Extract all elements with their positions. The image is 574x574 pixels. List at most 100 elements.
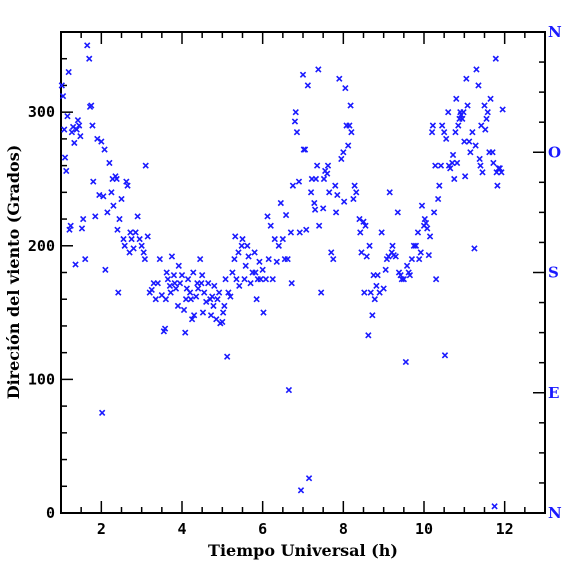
data-point: [162, 296, 170, 303]
x-tick-label: 6: [258, 520, 267, 538]
data-point: [447, 165, 454, 172]
data-point: [398, 276, 405, 283]
data-point: [275, 242, 282, 249]
data-point: [186, 289, 194, 296]
data-point: [348, 129, 355, 136]
data-point: [140, 249, 147, 256]
data-point: [403, 262, 411, 269]
data-point: [120, 235, 127, 243]
data-point: [366, 242, 373, 249]
data-point: [356, 215, 363, 223]
data-point: [342, 84, 349, 92]
data-point: [219, 318, 226, 326]
data-point: [455, 122, 462, 129]
data-point: [96, 191, 103, 199]
data-point: [277, 199, 284, 207]
data-point: [346, 122, 353, 129]
data-point: [417, 249, 424, 256]
data-point: [382, 266, 389, 273]
data-point: [461, 173, 469, 180]
data-point: [378, 229, 385, 236]
data-point: [154, 280, 161, 287]
data-point: [148, 286, 155, 294]
data-point: [172, 285, 180, 292]
data-point: [231, 255, 238, 263]
data-points: [58, 42, 506, 510]
y-tick-label: 300: [28, 103, 55, 121]
data-point: [209, 293, 216, 300]
data-point: [473, 66, 480, 73]
data-point: [353, 189, 360, 196]
data-point: [253, 296, 260, 303]
plot-frame: [60, 31, 546, 514]
data-point: [124, 182, 131, 189]
data-point: [101, 146, 108, 153]
data-point: [459, 115, 466, 123]
data-point: [227, 293, 234, 300]
data-point: [210, 302, 217, 310]
data-point: [178, 272, 186, 279]
data-point: [221, 302, 228, 310]
data-point: [106, 159, 113, 167]
data-point: [451, 175, 458, 183]
data-point: [190, 312, 198, 319]
data-point: [161, 325, 169, 332]
data-point: [121, 242, 128, 249]
data-point: [351, 182, 358, 189]
data-point: [251, 249, 258, 256]
data-point: [225, 289, 232, 296]
data-point: [432, 276, 440, 283]
data-point: [123, 178, 130, 185]
data-point: [426, 233, 434, 240]
data-point: [65, 68, 72, 76]
data-point: [461, 138, 468, 145]
data-point: [175, 262, 182, 269]
data-point: [410, 242, 418, 249]
data-point: [362, 222, 369, 229]
data-point: [90, 178, 97, 185]
data-point: [238, 242, 245, 249]
data-point: [128, 235, 135, 243]
data-point: [192, 293, 200, 300]
data-point: [307, 189, 315, 196]
data-point: [438, 122, 446, 129]
data-point: [358, 249, 365, 256]
data-point: [80, 215, 87, 223]
data-point: [68, 129, 76, 136]
data-point: [89, 122, 96, 129]
data-point: [214, 296, 221, 303]
data-point: [75, 122, 83, 129]
data-point: [188, 316, 196, 323]
data-point: [232, 233, 239, 240]
data-point: [98, 138, 105, 145]
y-axis-title: Direción del viento (Grados): [4, 145, 23, 400]
data-point: [288, 280, 295, 287]
data-point: [483, 115, 490, 123]
data-point: [271, 235, 278, 243]
data-point: [389, 242, 396, 249]
data-point: [247, 280, 254, 287]
data-point: [176, 280, 184, 287]
data-point: [64, 113, 71, 120]
data-point: [222, 276, 229, 283]
data-point: [357, 229, 364, 236]
data-point: [167, 289, 174, 296]
data-point: [347, 102, 354, 109]
data-point: [414, 229, 422, 236]
data-point: [241, 276, 248, 283]
data-point: [58, 82, 65, 89]
data-point: [425, 251, 433, 259]
compass-label: O: [548, 143, 561, 161]
data-point: [430, 209, 438, 216]
data-point: [495, 165, 502, 172]
data-point: [233, 276, 240, 283]
data-point: [77, 133, 84, 140]
data-point: [289, 182, 297, 189]
x-tick-label: 2: [97, 520, 106, 538]
data-point: [305, 475, 313, 482]
data-point: [108, 189, 115, 196]
data-point: [284, 255, 291, 263]
data-point: [100, 193, 107, 200]
data-point: [394, 209, 401, 216]
data-point: [260, 309, 267, 316]
